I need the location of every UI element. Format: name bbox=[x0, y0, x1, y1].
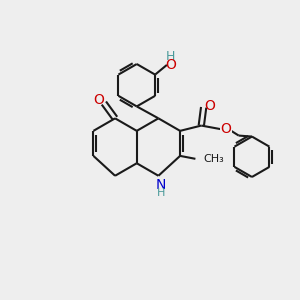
Text: H: H bbox=[166, 50, 175, 64]
Text: N: N bbox=[156, 178, 166, 192]
Text: O: O bbox=[165, 58, 176, 72]
Text: O: O bbox=[93, 93, 104, 107]
Text: O: O bbox=[220, 122, 231, 136]
Text: O: O bbox=[205, 99, 216, 113]
Text: CH₃: CH₃ bbox=[204, 154, 224, 164]
Text: H: H bbox=[157, 188, 165, 198]
